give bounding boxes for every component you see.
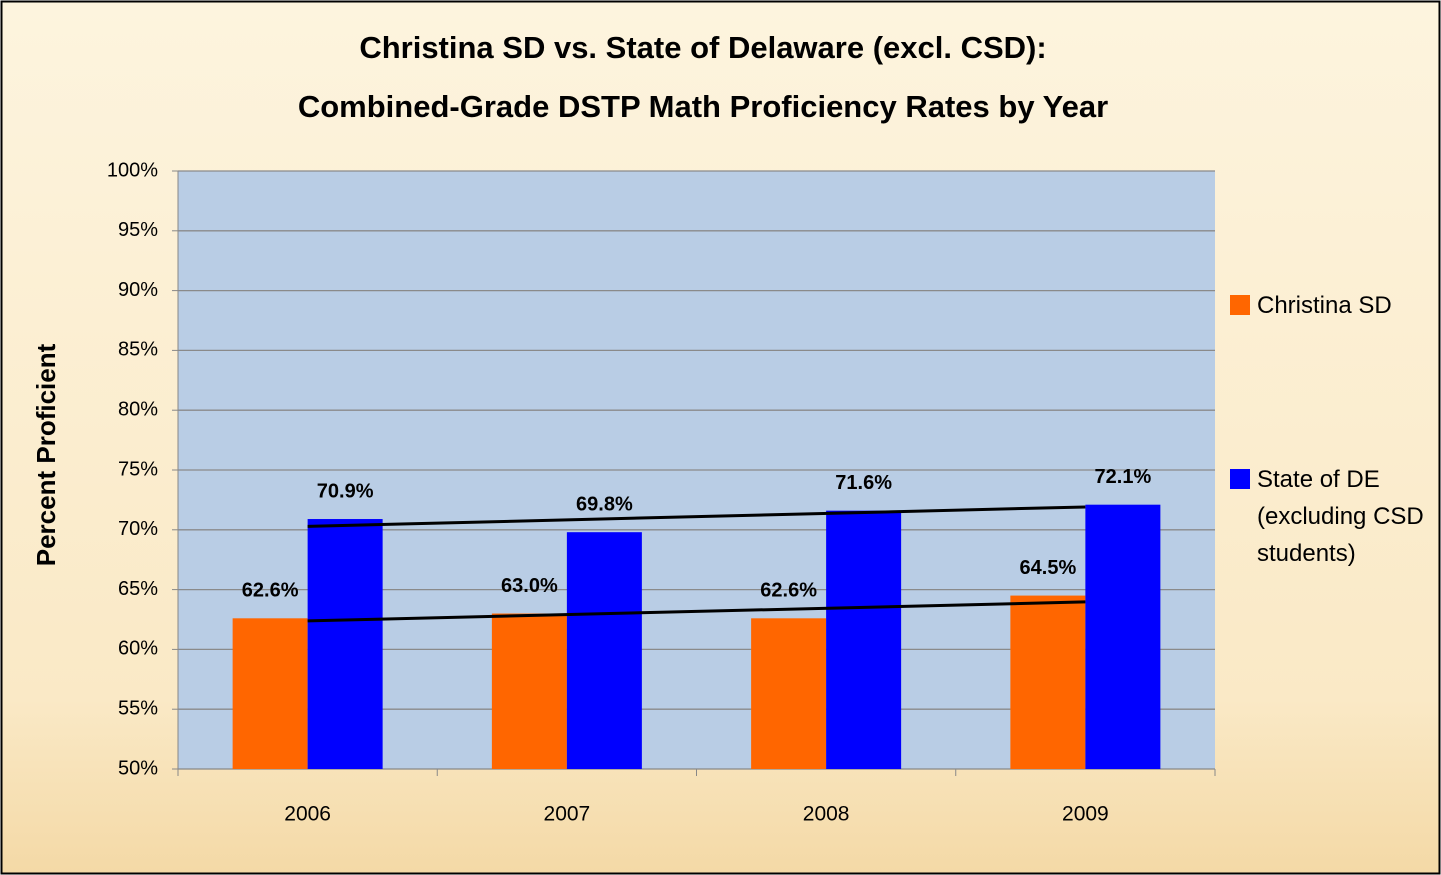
data-label: 62.6%	[242, 580, 299, 602]
y-tick-label: 55%	[118, 697, 158, 719]
y-tick-label: 70%	[118, 518, 158, 540]
trendline	[307, 600, 1086, 623]
data-label: 71.6%	[835, 472, 892, 494]
data-label: 62.6%	[760, 580, 817, 602]
legend-swatch	[1230, 295, 1250, 315]
bar	[826, 510, 902, 769]
y-tick-label: 90%	[118, 279, 158, 301]
bar	[491, 613, 567, 769]
legend-swatch	[1230, 469, 1250, 489]
data-label: 70.9%	[317, 480, 374, 502]
legend-label: Christina SD	[1257, 292, 1392, 319]
y-tick-label: 85%	[118, 339, 158, 361]
chart-title: Combined-Grade DSTP Math Proficiency Rat…	[298, 89, 1108, 124]
data-label: 64.5%	[1020, 557, 1077, 579]
bar	[232, 618, 308, 769]
x-tick-label: 2007	[544, 803, 591, 826]
legend-label: State of DE (excluding CSD students)	[1257, 466, 1424, 567]
bar	[1085, 504, 1161, 769]
x-tick-label: 2009	[1062, 803, 1109, 826]
data-label: 69.8%	[576, 493, 633, 515]
y-axis-label: Percent Proficient	[31, 343, 61, 566]
y-tick-label: 100%	[107, 159, 158, 181]
y-tick-label: 80%	[118, 398, 158, 420]
y-tick-label: 95%	[118, 219, 158, 241]
y-tick-label: 65%	[118, 578, 158, 600]
data-label: 72.1%	[1095, 466, 1152, 488]
y-tick-label: 50%	[118, 757, 158, 779]
trendline	[307, 505, 1086, 528]
x-tick-label: 2006	[284, 803, 331, 826]
x-tick-label: 2008	[803, 803, 850, 826]
bar	[1010, 595, 1086, 769]
data-label: 63.0%	[501, 575, 558, 597]
y-tick-label: 60%	[118, 638, 158, 660]
bar	[307, 519, 383, 769]
chart-title: Christina SD vs. State of Delaware (excl…	[359, 30, 1046, 65]
y-tick-label: 75%	[118, 458, 158, 480]
bar	[566, 532, 642, 769]
bar	[751, 618, 827, 769]
